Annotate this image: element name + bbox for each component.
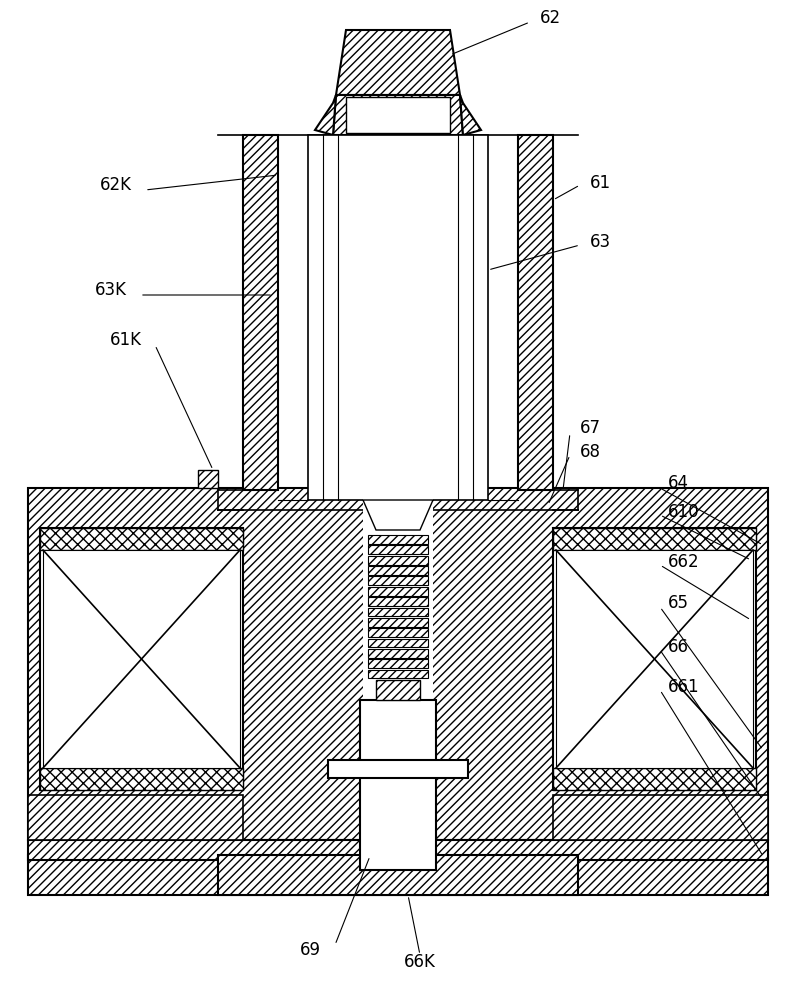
Bar <box>368 639 428 647</box>
Bar <box>198 470 218 488</box>
Bar <box>360 700 436 870</box>
Bar <box>40 528 243 790</box>
Text: 63: 63 <box>590 233 611 251</box>
Polygon shape <box>363 500 433 530</box>
Bar <box>363 488 433 748</box>
Bar <box>368 566 428 575</box>
Text: 65: 65 <box>668 594 689 612</box>
Bar <box>28 795 243 840</box>
Text: 64: 64 <box>668 474 689 492</box>
Bar <box>553 768 756 790</box>
Bar <box>368 545 428 554</box>
Polygon shape <box>460 95 481 135</box>
Text: 66K: 66K <box>404 953 436 971</box>
Bar <box>368 535 428 544</box>
Bar <box>556 550 753 768</box>
Bar <box>368 649 428 658</box>
Bar <box>368 670 428 678</box>
Text: 69: 69 <box>299 941 321 959</box>
Text: 63K: 63K <box>95 281 127 299</box>
Bar <box>28 488 768 840</box>
Bar <box>43 550 240 768</box>
Bar <box>40 768 243 790</box>
Bar <box>376 680 420 700</box>
Bar <box>308 135 488 500</box>
Bar <box>40 528 243 550</box>
Polygon shape <box>333 95 463 135</box>
Bar <box>553 528 756 790</box>
Bar <box>28 840 768 860</box>
Text: 661: 661 <box>668 678 700 696</box>
Polygon shape <box>243 135 278 490</box>
Polygon shape <box>518 135 553 490</box>
Bar <box>368 618 428 627</box>
Bar <box>368 576 428 585</box>
Bar <box>368 587 428 596</box>
Text: 662: 662 <box>668 553 700 571</box>
Text: 610: 610 <box>668 503 700 521</box>
Bar <box>368 628 428 637</box>
Text: 61K: 61K <box>110 331 142 349</box>
Bar <box>368 556 428 565</box>
Text: 67: 67 <box>580 419 601 437</box>
Text: 62K: 62K <box>100 176 132 194</box>
Bar <box>368 597 428 606</box>
Bar <box>218 855 578 895</box>
Text: 68: 68 <box>580 443 601 461</box>
Bar <box>553 528 756 550</box>
Text: 61: 61 <box>590 174 611 192</box>
Polygon shape <box>336 30 460 95</box>
Bar <box>553 795 768 840</box>
Bar <box>328 760 468 778</box>
Text: 66: 66 <box>668 638 689 656</box>
Bar <box>346 97 450 133</box>
Polygon shape <box>315 95 336 135</box>
Bar <box>368 659 428 668</box>
Bar <box>368 607 428 616</box>
Bar <box>28 855 768 895</box>
Text: 62: 62 <box>540 9 561 27</box>
